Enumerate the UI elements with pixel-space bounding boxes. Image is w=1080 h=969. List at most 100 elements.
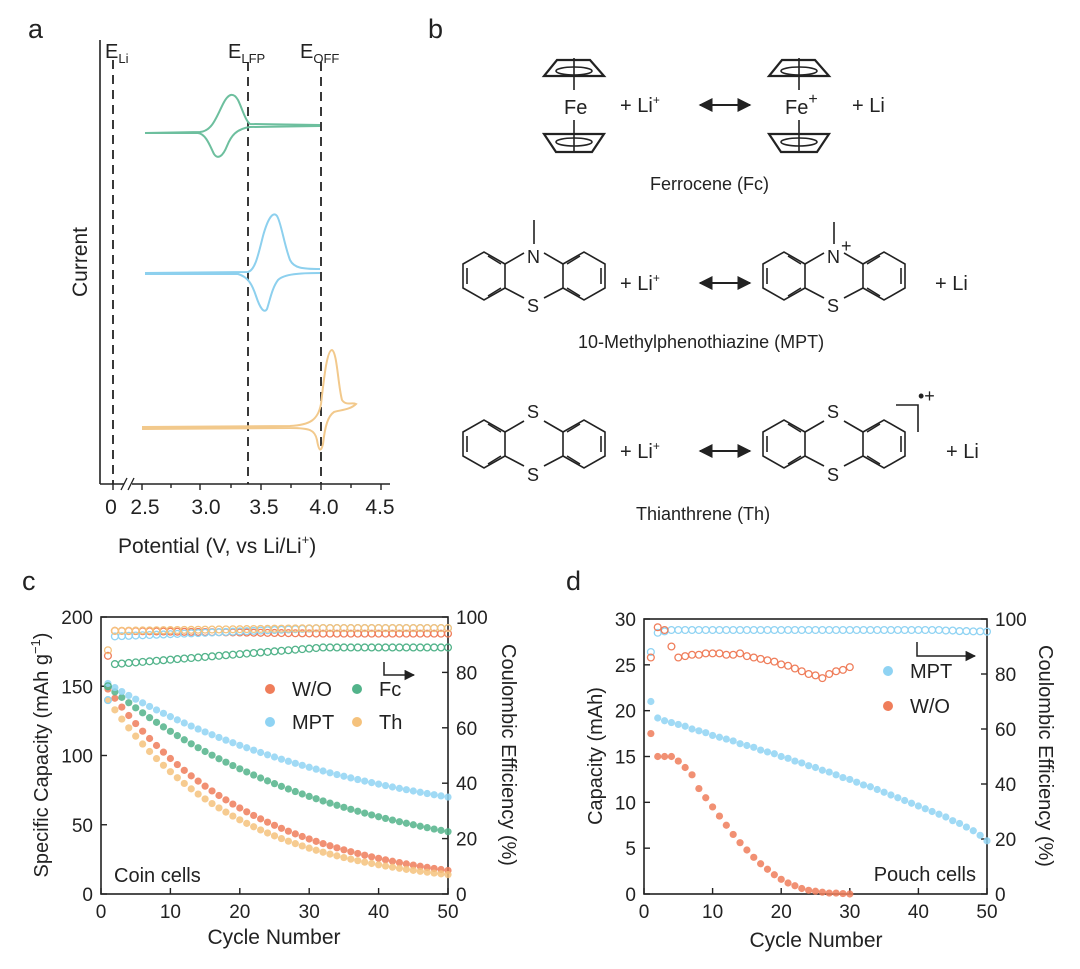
y-tick-label: 30 xyxy=(615,610,636,631)
capacity-point-fc xyxy=(333,801,341,809)
capacity-point-mpt xyxy=(894,794,902,802)
efficiency-point-w/o xyxy=(701,649,710,658)
mpt-cation-structure xyxy=(762,222,906,301)
efficiency-point-fc xyxy=(201,652,210,661)
capacity-point-th xyxy=(208,799,216,808)
capacity-point-th xyxy=(132,732,140,740)
efficiency-point-mpt xyxy=(681,625,690,635)
capacity-point-w/o xyxy=(805,886,813,894)
efficiency-point-mpt xyxy=(969,627,978,636)
capacity-point-fc xyxy=(132,704,140,712)
capacity-point-mpt xyxy=(853,778,861,786)
capacity-point-mpt xyxy=(880,788,888,796)
capacity-point-mpt xyxy=(702,729,710,737)
y2-tick-label: 60 xyxy=(456,719,477,740)
capacity-point-fc xyxy=(145,714,154,722)
panel-c-y2label: Coulombic Efficiency (%) xyxy=(497,644,519,866)
capacity-point-mpt xyxy=(722,735,730,743)
y2-tick-label: 60 xyxy=(995,720,1016,741)
efficiency-point-w/o xyxy=(694,650,703,659)
capacity-point-w/o xyxy=(312,837,320,845)
capacity-point-fc xyxy=(194,744,202,752)
capacity-point-th xyxy=(305,844,313,852)
efficiency-point-mpt xyxy=(708,625,717,635)
legend-label: MPT xyxy=(292,712,334,734)
efficiency-point-mpt xyxy=(790,625,799,635)
capacity-point-mpt xyxy=(229,739,237,747)
capacity-point-mpt xyxy=(715,733,724,741)
s-atom-bottom-cation: S xyxy=(827,465,839,485)
efficiency-point-fc xyxy=(173,655,182,664)
panel-d-ylabel: Capacity (mAh) xyxy=(585,687,607,825)
efficiency-point-mpt xyxy=(749,625,758,635)
capacity-point-th xyxy=(201,795,209,803)
efficiency-point-w/o xyxy=(443,629,453,638)
capacity-point-mpt xyxy=(312,765,320,773)
efficiency-point-fc xyxy=(103,682,112,691)
capacity-point-fc xyxy=(159,723,168,731)
efficiency-point-fc xyxy=(367,643,376,652)
efficiency-point-mpt xyxy=(687,625,697,635)
efficiency-point-w/o xyxy=(756,654,765,663)
capacity-point-mpt xyxy=(736,740,744,748)
capacity-point-mpt xyxy=(118,687,126,696)
x-tick-label: 0 xyxy=(96,902,107,923)
capacity-point-w/o xyxy=(784,879,792,887)
ferrocene-caption: Ferrocene (Fc) xyxy=(650,174,769,194)
capacity-point-mpt xyxy=(729,737,737,745)
capacity-point-fc xyxy=(257,774,265,782)
panel-a-tick-labels: 0 2.5 3.0 3.5 4.0 4.5 xyxy=(105,496,394,519)
efficiency-point-mpt xyxy=(818,625,827,635)
capacity-point-fc xyxy=(166,727,174,735)
radical-cation-mark: •+ xyxy=(918,386,935,406)
y-tick-label: 5 xyxy=(625,839,636,860)
efficiency-point-w/o xyxy=(729,650,738,659)
capacity-point-mpt xyxy=(805,762,813,770)
capacity-point-w/o xyxy=(125,711,133,720)
y2-tick-label: 100 xyxy=(995,610,1027,631)
efficiency-point-fc xyxy=(166,655,175,664)
capacity-point-mpt xyxy=(647,697,655,706)
capacity-point-th xyxy=(166,768,174,776)
capacity-point-w/o xyxy=(750,853,758,861)
capacity-point-w/o xyxy=(695,784,703,793)
capacity-point-w/o xyxy=(298,832,306,841)
efficiency-point-fc xyxy=(409,643,418,652)
capacity-point-w/o xyxy=(118,703,126,711)
capacity-point-fc xyxy=(118,693,126,701)
capacity-point-w/o xyxy=(257,815,265,823)
efficiency-point-w/o xyxy=(687,650,697,659)
capacity-point-mpt xyxy=(921,805,929,813)
legend-label: MPT xyxy=(910,661,952,683)
capacity-point-mpt xyxy=(319,767,327,775)
capacity-point-fc xyxy=(236,765,244,773)
efficiency-point-fc xyxy=(228,650,237,659)
efficiency-point-fc xyxy=(214,651,224,660)
capacity-point-mpt xyxy=(381,781,390,790)
capacity-point-fc xyxy=(125,699,133,707)
legend-marker xyxy=(883,666,893,676)
fe-label: Fe xyxy=(564,97,587,119)
efficiency-point-fc xyxy=(138,657,147,666)
efficiency-point-mpt xyxy=(674,625,683,635)
legend-marker xyxy=(883,701,893,711)
efficiency-point-fc xyxy=(416,643,425,652)
panel-b-label: b xyxy=(428,14,443,44)
legend-label: Fc xyxy=(379,679,401,701)
y-tick-label: 50 xyxy=(72,816,93,837)
capacity-point-w/o xyxy=(250,811,258,820)
efficiency-point-fc xyxy=(339,643,348,652)
efficiency-point-fc xyxy=(117,659,126,668)
efficiency-point-fc xyxy=(145,657,154,666)
efficiency-point-mpt xyxy=(955,627,964,636)
capacity-point-fc xyxy=(423,824,431,832)
panel-c-data-points xyxy=(103,624,453,879)
efficiency-point-w/o xyxy=(825,669,834,679)
capacity-point-th xyxy=(159,761,168,769)
ref-label-e-off: EOFF xyxy=(300,41,339,66)
capacity-point-fc xyxy=(222,758,230,766)
capacity-point-w/o xyxy=(381,856,390,864)
x-tick-label: 40 xyxy=(908,902,929,923)
capacity-point-mpt xyxy=(361,777,369,785)
mpt-caption: 10-Methylphenothiazine (MPT) xyxy=(578,332,824,352)
